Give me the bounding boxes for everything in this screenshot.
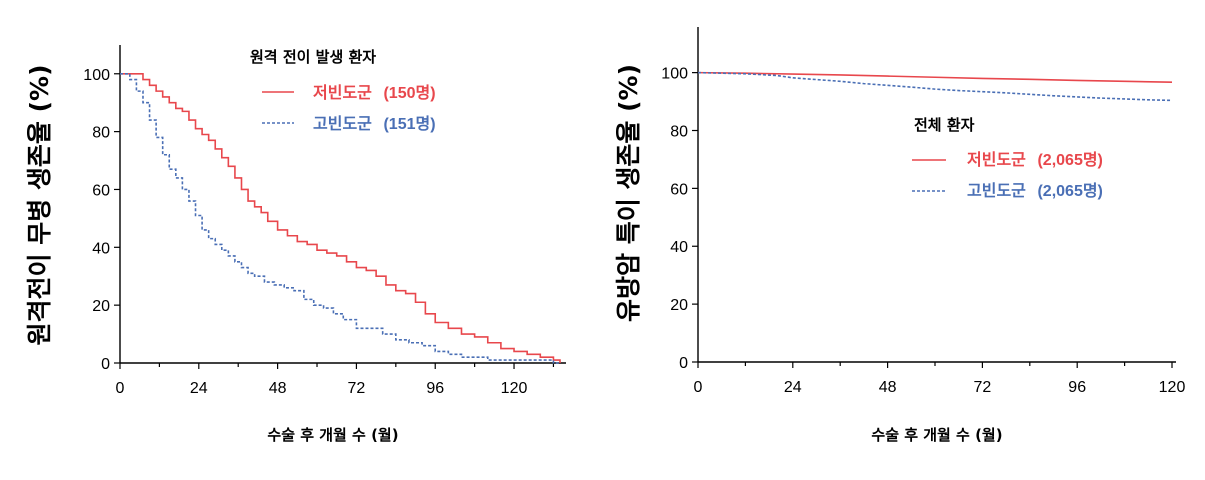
left-chart-legend-high-count: (151명): [383, 115, 435, 133]
left-chart-x-tick-label: 120: [501, 380, 528, 397]
right-chart-x-tick-label: 72: [974, 379, 992, 396]
right-chart-legend-high-count: (2,065명): [1037, 182, 1102, 200]
right-chart-series-low-line: [697, 71, 1173, 83]
right-chart-legend-low-name: 저빈도군: [967, 150, 1026, 169]
left-chart-series-high-line: [120, 72, 560, 364]
left-chart-x-tick-label: 0: [116, 380, 125, 397]
right-chart-legend-title: 전체 환자: [914, 116, 975, 134]
right-chart-ticks: 0 24 48 72 96 120 0 20 40 60 80 100: [661, 66, 1185, 396]
left-chart-distant-metastasis-free-survival: 0 24 48 72 96 120 0 20 40 60 80 100 수술 후 개월 수 (월) 원…: [25, 45, 566, 444]
left-chart-x-tick-label: 24: [190, 380, 208, 397]
right-chart-y-tick-label: 20: [670, 297, 688, 314]
left-chart-y-tick-label: 100: [83, 67, 110, 84]
left-chart-ticks: 0 24 48 72 96 120 0 20 40 60 80 100: [83, 67, 555, 397]
left-chart-legend-title: 원격 전이 발생 환자: [250, 48, 376, 66]
right-chart-x-tick-label: 48: [879, 379, 897, 396]
left-chart-x-axis-label: 수술 후 개월 수 (월): [267, 426, 398, 444]
left-chart-x-tick-label: 48: [269, 380, 287, 397]
left-chart-y-tick-label: 80: [92, 125, 110, 142]
right-chart-legend: 전체 환자 저빈도군 (2,065명) 고빈도군 (2,065명): [912, 116, 1103, 200]
left-chart-legend-high-name: 고빈도군: [313, 114, 372, 133]
right-chart-y-tick-label: 80: [670, 123, 688, 140]
right-chart-x-tick-label: 96: [1068, 379, 1086, 396]
left-chart-series-low-line: [120, 72, 561, 363]
left-chart-legend-high-label: 고빈도군 (151명): [313, 114, 436, 133]
left-chart-y-tick-label: 60: [92, 182, 110, 199]
left-chart-x-tick-label: 72: [348, 380, 366, 397]
left-chart-y-tick-label: 40: [92, 240, 110, 257]
right-chart-legend-low-label: 저빈도군 (2,065명): [967, 150, 1103, 169]
right-chart-breast-cancer-specific-survival: 0 24 48 72 96 120 0 20 40 60 80 100 수술 후 개월 수 (월) 유…: [614, 27, 1185, 444]
left-chart-legend: 원격 전이 발생 환자 저빈도군 (150명) 고빈도군 (151명): [250, 48, 436, 133]
right-chart-legend-high-label: 고빈도군 (2,065명): [967, 181, 1103, 200]
left-chart-x-tick-label: 96: [426, 380, 444, 397]
left-chart-legend-low-name: 저빈도군: [313, 83, 372, 102]
right-chart-x-tick-label: 24: [784, 379, 802, 396]
left-chart-legend-low-count: (150명): [383, 84, 435, 102]
right-chart-y-axis-label: 유방암 특이 생존율 (%): [614, 64, 643, 322]
left-chart-y-tick-label: 0: [101, 356, 110, 373]
right-chart-y-tick-label: 40: [670, 239, 688, 256]
right-chart-y-tick-label: 0: [679, 355, 688, 372]
right-chart-y-tick-label: 60: [670, 181, 688, 198]
right-chart-x-axis-label: 수술 후 개월 수 (월): [871, 426, 1002, 444]
right-chart-legend-high-name: 고빈도군: [967, 181, 1026, 200]
left-chart-y-axis-label: 원격전이 무병 생존율 (%): [25, 64, 54, 345]
left-chart-y-tick-label: 20: [92, 298, 110, 315]
left-chart-legend-low-label: 저빈도군 (150명): [313, 83, 436, 102]
right-chart-y-tick-label: 100: [661, 66, 688, 83]
right-chart-x-tick-label: 120: [1159, 379, 1186, 396]
right-chart-legend-low-count: (2,065명): [1037, 151, 1102, 169]
right-chart-x-tick-label: 0: [694, 379, 703, 396]
